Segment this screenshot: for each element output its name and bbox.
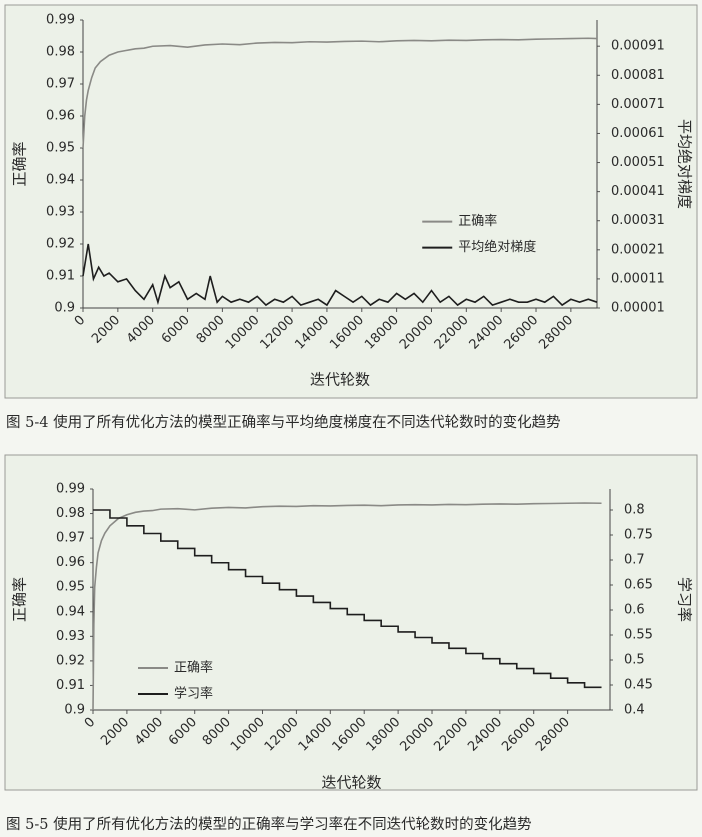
- y-tick-label: 0.93: [56, 629, 85, 644]
- y-tick-label: 0.98: [46, 45, 75, 60]
- y-tick-label: 0.96: [56, 555, 85, 570]
- y-tick-label: 0.91: [46, 269, 75, 284]
- y2-tick-label: 0.45: [624, 678, 653, 693]
- legend-label: 正确率: [174, 660, 213, 676]
- y2-axis-label: 学习率: [676, 577, 694, 622]
- data-line: [93, 509, 602, 689]
- y2-axis-label: 平均绝对梯度: [676, 119, 694, 209]
- data-line: [82, 243, 598, 307]
- y-tick-label: 0.96: [46, 109, 75, 124]
- y-tick-label: 0.99: [56, 482, 85, 497]
- y2-tick-label: 0.4: [624, 703, 645, 718]
- y-tick-label: 0.95: [46, 141, 75, 156]
- x-axis-label: 迭代轮数: [310, 371, 370, 389]
- y-tick-label: 0.91: [56, 678, 85, 693]
- chart-frame: [4, 454, 698, 791]
- chart-frame: [4, 4, 698, 399]
- legend-label: 正确率: [458, 213, 497, 229]
- y2-tick-label: 0.00081: [611, 68, 665, 83]
- y2-tick-label: 0.00021: [611, 242, 665, 257]
- y2-tick-label: 0.00011: [611, 271, 665, 286]
- y2-tick-label: 0.7: [624, 553, 645, 568]
- y-tick-label: 0.97: [56, 531, 85, 546]
- data-line: [82, 37, 598, 149]
- legend-label: 平均绝对梯度: [458, 239, 536, 255]
- y2-tick-label: 0.8: [624, 503, 645, 518]
- y-axis-label: 正确率: [11, 577, 29, 622]
- y2-tick-label: 0.00091: [611, 39, 665, 54]
- caption: 图 5-5 使用了所有优化方法的模型的正确率与学习率在不同迭代轮数时的变化趋势: [6, 816, 532, 833]
- x-axis-label: 迭代轮数: [321, 774, 381, 792]
- y2-tick-label: 0.65: [624, 578, 653, 593]
- y-tick-label: 0.94: [56, 604, 85, 619]
- y2-tick-label: 0.00041: [611, 184, 665, 199]
- legend-label: 学习率: [174, 686, 213, 702]
- y2-tick-label: 0.6: [624, 603, 645, 618]
- y2-tick-label: 0.5: [624, 653, 645, 668]
- y-tick-label: 0.9: [64, 703, 85, 718]
- y-axis-label: 正确率: [11, 141, 29, 186]
- y-tick-label: 0.98: [56, 506, 85, 521]
- y-tick-label: 0.97: [46, 77, 75, 92]
- y-tick-label: 0.94: [46, 173, 75, 188]
- y-tick-label: 0.95: [56, 580, 85, 595]
- y-tick-label: 0.92: [46, 237, 75, 252]
- y2-tick-label: 0.00001: [611, 301, 665, 316]
- y2-tick-label: 0.00071: [611, 97, 665, 112]
- y2-tick-label: 0.75: [624, 528, 653, 543]
- data-line: [92, 502, 602, 711]
- y-tick-label: 0.9: [54, 301, 75, 316]
- y-tick-label: 0.92: [56, 653, 85, 668]
- y2-tick-label: 0.00061: [611, 126, 665, 141]
- y2-tick-label: 0.00031: [611, 213, 665, 228]
- y2-tick-label: 0.55: [624, 628, 653, 643]
- y-tick-label: 0.99: [46, 13, 75, 28]
- caption: 图 5-4 使用了所有优化方法的模型正确率与平均绝度梯度在不同迭代轮数时的变化趋…: [6, 414, 561, 431]
- y2-tick-label: 0.00051: [611, 155, 665, 170]
- y-tick-label: 0.93: [46, 205, 75, 220]
